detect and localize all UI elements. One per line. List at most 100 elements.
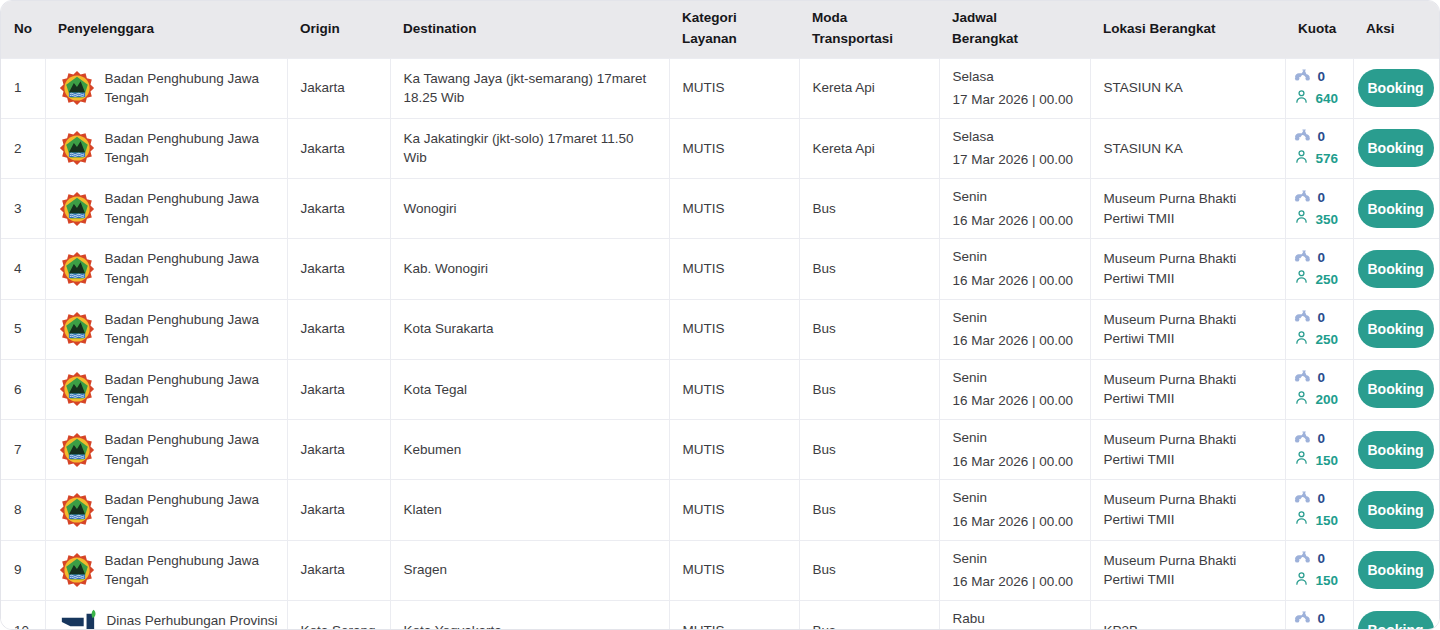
booking-button[interactable]: Booking [1358, 69, 1434, 107]
jadwal-date: 16 Mar 2026 | 00.00 [953, 389, 1082, 413]
penyelenggara-name: Badan Penghubung Jawa Tengah [105, 310, 279, 349]
booking-button[interactable]: Booking [1358, 250, 1434, 288]
aksi-cell: Booking [1353, 420, 1440, 480]
booking-button[interactable]: Booking [1358, 611, 1434, 630]
origin-cell: Jakarta [287, 58, 390, 118]
table-row: 8 Badan Penghubung Jawa Tengah [1, 480, 1440, 540]
passenger-quota: 150 [1316, 451, 1339, 471]
motorcycle-icon [1294, 188, 1311, 208]
motor-quota: 0 [1318, 429, 1326, 449]
kategori-cell: MUTIS [669, 420, 799, 480]
booking-button[interactable]: Booking [1358, 129, 1434, 167]
penyelenggara-cell: Badan Penghubung Jawa Tengah [45, 58, 287, 118]
header-kategori-layanan: Kategori Layanan [669, 1, 799, 58]
jadwal-date: 16 Mar 2026 | 00.00 [953, 269, 1082, 293]
penyelenggara-cell: Badan Penghubung Jawa Tengah [45, 480, 287, 540]
moda-cell: Kereta Api [799, 118, 939, 178]
lokasi-cell: Museum Purna Bhakti Pertiwi TMII [1090, 420, 1285, 480]
kuota-cell: 0 350 [1285, 179, 1353, 239]
penyelenggara-cell: Badan Penghubung Jawa Tengah [45, 540, 287, 600]
penyelenggara-cell: Badan Penghubung Jawa Tengah [45, 239, 287, 299]
booking-button[interactable]: Booking [1358, 190, 1434, 228]
aksi-cell: Booking [1353, 179, 1440, 239]
row-number: 7 [1, 420, 45, 480]
booking-button[interactable]: Booking [1358, 491, 1434, 529]
penyelenggara-cell: Badan Penghubung Jawa Tengah [45, 299, 287, 359]
kategori-cell: MUTIS [669, 58, 799, 118]
header-origin: Origin [287, 1, 390, 58]
lokasi-cell: Museum Purna Bhakti Pertiwi TMII [1090, 540, 1285, 600]
origin-cell: Kota Serang [287, 600, 390, 630]
penyelenggara-name: Badan Penghubung Jawa Tengah [105, 490, 279, 529]
header-moda-transportasi: Moda Transportasi [799, 1, 939, 58]
booking-button[interactable]: Booking [1358, 370, 1434, 408]
motor-quota: 0 [1318, 248, 1326, 268]
table-row: 4 Badan Penghubung Jawa Tengah [1, 239, 1440, 299]
booking-button[interactable]: Booking [1358, 551, 1434, 589]
row-number: 6 [1, 359, 45, 419]
passenger-quota: 250 [1316, 330, 1339, 350]
jadwal-day: Senin [953, 245, 1082, 269]
moda-cell: Bus [799, 540, 939, 600]
jadwal-day: Senin [953, 547, 1082, 571]
kuota-cell: 0 150 [1285, 540, 1353, 600]
motorcycle-icon [1294, 248, 1311, 268]
row-number: 2 [1, 118, 45, 178]
passenger-quota: 250 [1316, 270, 1339, 290]
header-penyelenggara: Penyelenggara [45, 1, 287, 58]
passenger-quota: 640 [1316, 89, 1339, 109]
motorcycle-icon [1294, 67, 1311, 87]
passenger-quota: 150 [1316, 571, 1339, 591]
person-icon [1294, 209, 1309, 230]
row-number: 10 [1, 600, 45, 630]
penyelenggara-name: Dinas Perhubungan Provinsi Banten [107, 611, 279, 630]
motor-quota: 0 [1318, 549, 1326, 569]
kategori-cell: MUTIS [669, 299, 799, 359]
destination-cell: Kota Yogyakarta [390, 600, 669, 630]
kategori-cell: MUTIS [669, 118, 799, 178]
jadwal-cell: Selasa 17 Mar 2026 | 00.00 [939, 58, 1090, 118]
header-aksi: Aksi [1353, 1, 1440, 58]
jadwal-date: 17 Mar 2026 | 00.00 [953, 148, 1082, 172]
destination-cell: Kebumen [390, 420, 669, 480]
destination-cell: Sragen [390, 540, 669, 600]
penyelenggara-cell: Badan Penghubung Jawa Tengah [45, 118, 287, 178]
jadwal-cell: Senin 16 Mar 2026 | 00.00 [939, 480, 1090, 540]
motorcycle-icon [1294, 489, 1311, 509]
origin-cell: Jakarta [287, 179, 390, 239]
booking-button[interactable]: Booking [1358, 310, 1434, 348]
passenger-quota: 200 [1316, 390, 1339, 410]
penyelenggara-name: Badan Penghubung Jawa Tengah [105, 69, 279, 108]
jadwal-cell: Senin 16 Mar 2026 | 00.00 [939, 239, 1090, 299]
person-icon [1294, 450, 1309, 471]
jadwal-cell: Senin 16 Mar 2026 | 00.00 [939, 359, 1090, 419]
kategori-cell: MUTIS [669, 540, 799, 600]
motor-quota: 0 [1318, 489, 1326, 509]
jadwal-date: 16 Mar 2026 | 00.00 [953, 510, 1082, 534]
lokasi-cell: Museum Purna Bhakti Pertiwi TMII [1090, 239, 1285, 299]
header-destination: Destination [390, 1, 669, 58]
jadwal-cell: Senin 16 Mar 2026 | 00.00 [939, 299, 1090, 359]
jadwal-day: Senin [953, 366, 1082, 390]
person-icon [1294, 510, 1309, 531]
table-row: 6 Badan Penghubung Jawa Tengah [1, 359, 1440, 419]
jadwal-cell: Senin 16 Mar 2026 | 00.00 [939, 540, 1090, 600]
mudik-booking-table: No Penyelenggara Origin Destination Kate… [0, 0, 1440, 630]
origin-cell: Jakarta [287, 359, 390, 419]
booking-button[interactable]: Booking [1358, 431, 1434, 469]
person-icon [1294, 330, 1309, 351]
moda-cell: Bus [799, 239, 939, 299]
origin-cell: Jakarta [287, 118, 390, 178]
kategori-cell: MUTIS [669, 600, 799, 630]
jawa-tengah-emblem-icon [59, 311, 95, 347]
destination-cell: Ka Tawang Jaya (jkt-semarang) 17maret 18… [390, 58, 669, 118]
motorcycle-icon [1294, 127, 1311, 147]
penyelenggara-name: Badan Penghubung Jawa Tengah [105, 249, 279, 288]
origin-cell: Jakarta [287, 480, 390, 540]
kategori-cell: MUTIS [669, 359, 799, 419]
aksi-cell: Booking [1353, 480, 1440, 540]
schedule-table: No Penyelenggara Origin Destination Kate… [1, 1, 1440, 630]
lokasi-cell: Museum Purna Bhakti Pertiwi TMII [1090, 359, 1285, 419]
penyelenggara-cell: Badan Penghubung Jawa Tengah [45, 359, 287, 419]
jawa-tengah-emblem-icon [59, 251, 95, 287]
